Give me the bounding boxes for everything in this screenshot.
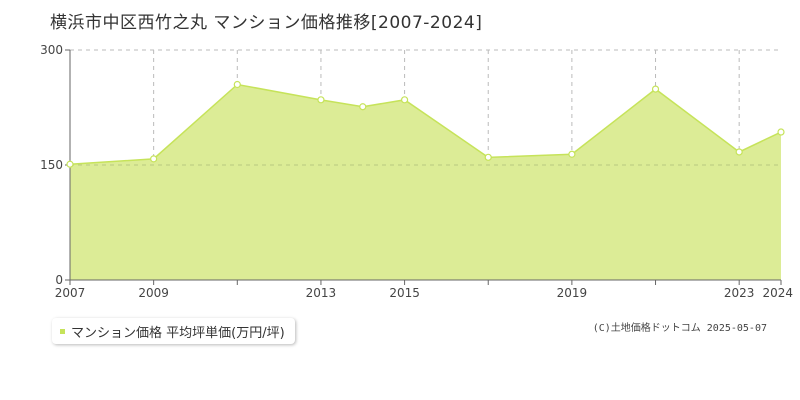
x-tick-label-2009: 2009 (138, 286, 169, 300)
legend: マンション価格 平均坪単価(万円/坪) (52, 318, 295, 344)
data-point-2019 (568, 150, 576, 158)
legend-label: マンション価格 平均坪単価(万円/坪) (71, 325, 285, 341)
y-tick-label-150: 150 (40, 158, 63, 172)
data-point-2014 (359, 103, 367, 111)
data-point-2017 (484, 153, 492, 161)
area-chart: 0 150 300 2007 2009 2013 2015 2019 2023 2024 (40, 43, 793, 300)
data-point-2007 (66, 160, 74, 168)
data-point-2015 (400, 96, 409, 104)
x-tick-label-2015: 2015 (389, 286, 420, 300)
tick-labels: 0 150 300 2007 2009 2013 2015 2019 2023 2024 (40, 43, 793, 300)
x-tick-label-2024: 2024 (762, 286, 793, 300)
x-tick-label-2019: 2019 (557, 286, 588, 300)
x-tick-label-2023: 2023 (724, 286, 755, 300)
data-points (66, 80, 785, 168)
area-fill (70, 84, 781, 280)
chart-title: 横浜市中区西竹之丸 マンション価格推移[2007-2024] (50, 13, 483, 33)
data-point-2023 (735, 148, 743, 156)
legend-swatch (60, 328, 65, 334)
data-point-2009 (150, 155, 158, 163)
y-tick-label-0: 0 (55, 273, 63, 287)
x-tick-label-2013: 2013 (306, 286, 337, 300)
data-point-2021 (651, 85, 660, 93)
data-point-2011 (233, 80, 241, 89)
data-point-2013 (317, 96, 325, 104)
copyright-text: (C)土地価格ドットコム 2025-05-07 (592, 323, 767, 334)
y-tick-label-300: 300 (40, 43, 63, 57)
x-tick-label-2007: 2007 (55, 286, 86, 300)
data-point-2024 (777, 128, 785, 136)
